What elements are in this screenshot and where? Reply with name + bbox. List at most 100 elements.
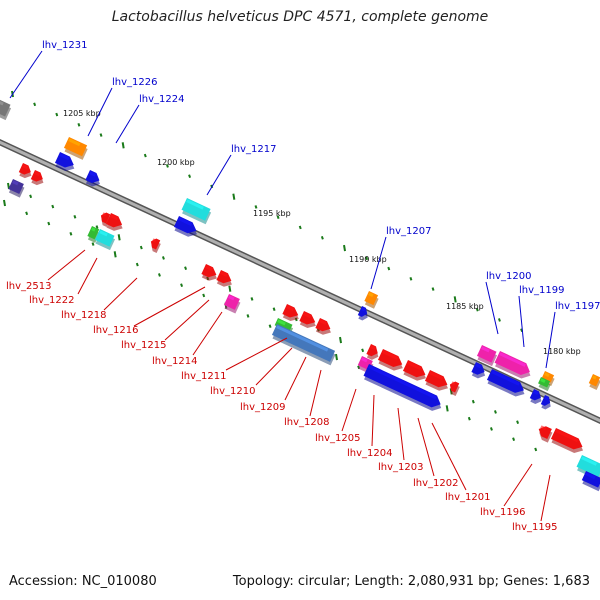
gene-red-2[interactable] [30, 170, 47, 187]
gene-lhv-1200-blue[interactable] [470, 362, 489, 381]
gene-lhv-1224-blue[interactable] [84, 170, 103, 189]
tick-mark [165, 164, 169, 168]
gene-lhv-1202[interactable] [447, 380, 462, 397]
gene-lhv-1203[interactable] [424, 370, 452, 394]
gene-red-1[interactable] [18, 163, 35, 180]
gene-lhv-1211a[interactable] [281, 304, 302, 324]
tick-mark [361, 348, 365, 353]
tick-mark [29, 194, 33, 199]
gene-features [0, 98, 600, 492]
gene-lhv-1216[interactable] [148, 237, 163, 254]
gene-lhv-1197-green[interactable] [537, 377, 552, 392]
gene-label-lhv-1226[interactable]: lhv_1226 [112, 77, 157, 88]
gene-label-lhv-1215[interactable]: lhv_1215 [121, 340, 166, 351]
gene-lhv-1231-gray[interactable] [0, 98, 12, 121]
tick-mark [320, 235, 324, 240]
gene-lhv-1222-green[interactable] [86, 226, 101, 243]
gene-lhv-1205b[interactable] [377, 349, 407, 374]
gene-lhv-1215a[interactable] [200, 264, 220, 283]
tick-mark [184, 266, 188, 270]
gene-purple[interactable] [7, 179, 26, 198]
gene-lhv-1226-orange[interactable] [63, 137, 89, 160]
gene-blue-1197a[interactable] [529, 389, 545, 406]
gene-lhv-1199-blue[interactable] [486, 369, 529, 399]
gene-label-lhv-1201[interactable]: lhv_1201 [445, 492, 490, 503]
tick-mark [51, 204, 55, 209]
gene-label-lhv-1203[interactable]: lhv_1203 [378, 462, 423, 473]
gene-lhv-1203-blue[interactable] [362, 364, 445, 414]
tick-mark [409, 277, 413, 281]
tick-mark [69, 231, 73, 236]
tick-mark [268, 324, 272, 329]
gene-label-lhv-1197[interactable]: lhv_1197 [555, 301, 600, 312]
tick-marks [3, 90, 538, 452]
gene-lhv-1209-steel[interactable] [271, 324, 337, 366]
gene-lhv-1217-cyan[interactable] [180, 198, 212, 225]
tick-mark [3, 199, 6, 207]
gene-orange-edge[interactable] [588, 374, 600, 391]
gene-lhv-1215b[interactable] [215, 270, 235, 289]
tick-mark [73, 214, 77, 219]
gene-lhv-1218[interactable] [105, 213, 127, 234]
gene-lhv-1195-blue[interactable] [581, 471, 600, 492]
gene-lhv-1205a[interactable] [365, 344, 382, 362]
gene-lhv-1211b[interactable] [298, 311, 319, 331]
gene-label-lhv-1224[interactable]: lhv_1224 [139, 94, 184, 105]
gene-label-lhv-1209[interactable]: lhv_1209 [240, 402, 285, 413]
gene-lhv-1196a[interactable] [535, 424, 554, 443]
gene-label-lhv-1195[interactable]: lhv_1195 [512, 522, 557, 533]
gene-label-lhv-1196[interactable]: lhv_1196 [480, 507, 525, 518]
tick-mark [365, 256, 369, 261]
gene-lhv-1214-pink[interactable] [223, 294, 242, 314]
gene-blue-fragment[interactable] [0, 118, 3, 134]
gene-lhv-1207-orange[interactable] [363, 291, 380, 309]
tick-mark [202, 293, 206, 298]
gene-label-lhv-1211[interactable]: lhv_1211 [181, 371, 226, 382]
tick-mark [520, 328, 524, 332]
gene-label-lhv-1217[interactable]: lhv_1217 [231, 144, 276, 155]
gene-lhv-1196b[interactable] [550, 428, 587, 456]
gene-label-lhv-1222[interactable]: lhv_1222 [29, 295, 74, 306]
gene-lhv-1210[interactable] [314, 318, 334, 337]
gene-lhv-1226-blue[interactable] [54, 152, 78, 174]
gene-lhv-1204[interactable] [402, 360, 430, 384]
genome-title: Lactobacillus helveticus DPC 4571, compl… [111, 9, 489, 25]
kbp-label-1200: 1200 kbp [157, 158, 195, 167]
tick-mark [254, 205, 258, 209]
tick-mark [343, 244, 346, 252]
gene-label-lhv-1204[interactable]: lhv_1204 [347, 448, 392, 459]
tick-mark [471, 399, 475, 404]
gene-lhv-1195-cyan[interactable] [575, 455, 600, 481]
gene-label-lhv-1231[interactable]: lhv_1231 [42, 40, 87, 51]
gene-label-lhv-1210[interactable]: lhv_1210 [210, 386, 255, 397]
gene-label-lhv-1218[interactable]: lhv_1218 [61, 310, 106, 321]
tick-mark [113, 251, 117, 258]
gene-lhv-1222-cyan[interactable] [94, 229, 117, 251]
kbp-label-1205: 1205 kbp [63, 109, 101, 118]
gene-label-lhv-1207[interactable]: lhv_1207 [386, 226, 431, 237]
gene-lhv-1217-blue[interactable] [173, 216, 201, 240]
gene-label-lhv-2513[interactable]: lhv_2513 [6, 281, 51, 292]
gene-label-lhv-1205[interactable]: lhv_1205 [315, 433, 360, 444]
tick-mark [298, 225, 302, 230]
gene-lhv-1200-pink[interactable] [476, 345, 499, 367]
top-gene-labels: lhv_1231 lhv_1226 lhv_1224 lhv_1217 lhv_… [9, 40, 600, 369]
tick-mark [534, 447, 538, 452]
gene-label-lhv-1202[interactable]: lhv_1202 [413, 478, 458, 489]
tick-mark [91, 242, 95, 246]
tick-mark [47, 221, 51, 226]
gene-label-lhv-1200[interactable]: lhv_1200 [486, 271, 531, 282]
tick-mark [467, 416, 471, 421]
tick-mark [489, 427, 493, 431]
accession-text: Accession: NC_010080 [9, 574, 157, 589]
gene-label-lhv-1214[interactable]: lhv_1214 [152, 356, 197, 367]
gene-blue-1197b[interactable] [540, 395, 555, 411]
gene-label-lhv-1216[interactable]: lhv_1216 [93, 325, 138, 336]
tick-mark [135, 262, 139, 267]
gene-lhv-1199-pink[interactable] [493, 351, 534, 382]
gene-lhv-1207-blue[interactable] [357, 306, 372, 322]
gene-label-lhv-1208[interactable]: lhv_1208 [284, 417, 329, 428]
gene-label-lhv-1199[interactable]: lhv_1199 [519, 285, 564, 296]
